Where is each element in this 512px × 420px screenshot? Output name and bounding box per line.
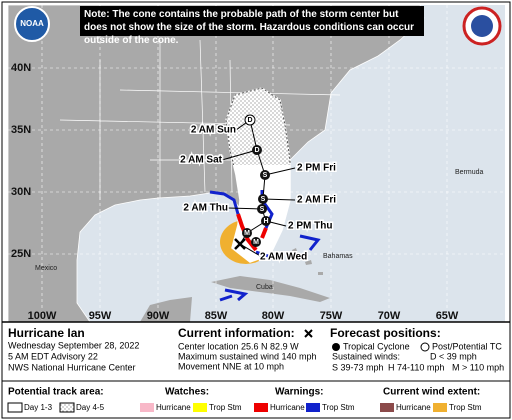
legend-title: Warnings: [275, 387, 324, 398]
track-label: 2 AM Sun [191, 125, 236, 136]
point-label: M [253, 239, 259, 246]
noaa-logo-text: NOAA [20, 19, 44, 28]
point-label: H [263, 218, 268, 225]
track-line [221, 119, 296, 258]
forecast-s: S 39-73 mph [332, 362, 384, 372]
land-bahamas [292, 248, 323, 275]
legend-item: Trop Stm [209, 403, 242, 412]
lon-label: 80W [262, 310, 285, 322]
tc-icon [332, 343, 340, 351]
lat-label: 30N [11, 186, 31, 198]
lon-label: 70W [378, 310, 401, 322]
storm-advisory: 5 AM EDT Advisory 22 [8, 351, 98, 361]
legend-swatch [7, 402, 23, 413]
forecast-post: Post/Potential TC [432, 341, 502, 351]
forecast-title: Forecast positions: [330, 326, 441, 340]
cone-day-4-5 [225, 87, 291, 165]
current-location: Center location 25.6 N 82.9 W [178, 341, 299, 351]
point-label: D [247, 117, 252, 124]
lon-label: 100W [28, 310, 57, 322]
storm-date: Wednesday September 28, 2022 [8, 340, 139, 350]
lon-label: 65W [436, 310, 459, 322]
legend-item: Trop Stm [449, 403, 482, 412]
storm-name: Hurricane Ian [8, 326, 85, 340]
lon-label: 75W [320, 310, 343, 322]
track-label: 2 AM Sat [180, 155, 223, 166]
point-label: S [260, 206, 265, 213]
legend-item: Day 4-5 [76, 403, 105, 412]
legend-swatch [254, 403, 268, 412]
current-title: Current information: [178, 326, 295, 340]
legend-swatch [380, 403, 394, 412]
legend-swatch [59, 402, 75, 413]
lon-label: 85W [205, 310, 228, 322]
land-yucatan [140, 297, 192, 322]
forecast-d: D < 39 mph [430, 351, 477, 361]
point-label: D [254, 147, 259, 154]
track-label: 2 AM Fri [297, 195, 336, 206]
legend-item: Day 1-3 [24, 403, 53, 412]
post-tc-icon [420, 342, 430, 352]
cone-note: Note: The cone contains the probable pat… [80, 6, 424, 46]
current-movement: Movement NNE at 10 mph [178, 361, 284, 371]
legend-item: Hurricane [396, 403, 431, 412]
forecast-m: M > 110 mph [452, 362, 504, 372]
legend-swatch [306, 403, 320, 412]
track-label: 2 AM Wed [260, 252, 307, 263]
lon-label: 95W [89, 310, 112, 322]
legend-title: Potential track area: [8, 387, 104, 398]
legend-item: Trop Stm [322, 403, 355, 412]
point-label: M [244, 230, 250, 237]
lat-label: 40N [11, 62, 31, 74]
legend-item: Hurricane [156, 403, 191, 412]
noaa-logo [14, 6, 50, 42]
forecast-points [242, 114, 271, 247]
current-center [234, 238, 246, 250]
legend-item: Hurricane [270, 403, 305, 412]
legend-swatch [193, 403, 207, 412]
lat-label: 25N [11, 248, 31, 260]
place-label: Cuba [256, 284, 273, 291]
land-cuba [211, 276, 330, 302]
track-label: 2 AM Thu [183, 203, 228, 214]
legend-title: Current wind extent: [383, 387, 480, 398]
place-label: Mexico [35, 265, 57, 272]
trop-storm-warning [209, 190, 321, 302]
current-wind: Maximum sustained wind 140 mph [178, 351, 317, 361]
place-label: Bermuda [455, 169, 484, 176]
point-label: S [263, 172, 268, 179]
lat-label: 35N [11, 124, 31, 136]
forecast-tc: Tropical Cyclone [343, 341, 410, 351]
nws-logo-inner [471, 15, 493, 37]
forecast-h: H 74-110 mph [388, 362, 444, 372]
current-symbol [304, 329, 313, 338]
legend-swatch [433, 403, 447, 412]
place-label: Bahamas [323, 253, 353, 260]
legend-title: Watches: [165, 387, 209, 398]
storm-center: NWS National Hurricane Center [8, 362, 136, 372]
track-label: 2 PM Thu [288, 221, 332, 232]
track-label: 2 PM Fri [297, 163, 336, 174]
legend-swatch [140, 403, 154, 412]
forecast-winds: Sustained winds: [332, 351, 400, 361]
point-label: S [261, 196, 266, 203]
lon-label: 90W [147, 310, 170, 322]
